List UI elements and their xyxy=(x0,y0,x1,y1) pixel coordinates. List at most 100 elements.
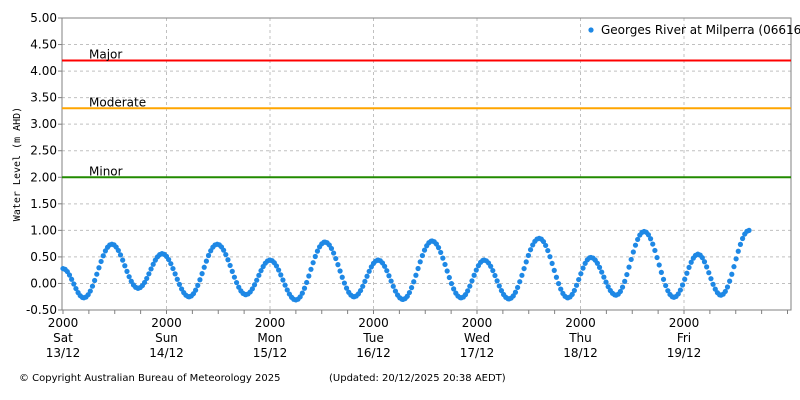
data-point xyxy=(280,277,286,283)
x-tick-day: Sun xyxy=(155,331,178,345)
x-tick-time: 2000 xyxy=(151,316,182,330)
data-point xyxy=(492,272,498,279)
y-tick-label: 3.50 xyxy=(30,91,57,105)
data-point xyxy=(176,281,183,287)
data-point xyxy=(490,267,496,274)
x-tick-day: Mon xyxy=(257,331,282,345)
data-point xyxy=(96,265,102,271)
data-point xyxy=(444,268,450,274)
data-point xyxy=(446,274,452,281)
data-point xyxy=(746,227,752,233)
data-point xyxy=(451,286,457,292)
data-point xyxy=(413,272,419,278)
x-tick-time: 2000 xyxy=(565,316,596,330)
data-point xyxy=(144,275,150,282)
data-point xyxy=(421,247,428,253)
data-point xyxy=(630,249,636,255)
data-point xyxy=(739,235,746,242)
data-point xyxy=(301,285,308,291)
data-point xyxy=(626,264,632,270)
data-point xyxy=(335,262,341,268)
y-tick-label: 3.00 xyxy=(30,117,57,131)
data-point xyxy=(225,257,231,263)
data-point xyxy=(628,256,634,263)
data-point xyxy=(494,278,500,284)
data-point xyxy=(254,277,260,283)
data-point xyxy=(710,281,716,287)
data-point xyxy=(273,263,280,269)
data-point xyxy=(596,264,603,270)
y-axis-label: Water Level (m AHD) xyxy=(12,107,23,221)
data-point xyxy=(571,287,577,294)
data-point xyxy=(227,262,233,269)
data-point xyxy=(645,232,652,238)
data-point xyxy=(339,274,345,280)
x-tick-date: 19/12 xyxy=(667,346,702,360)
data-point xyxy=(122,263,128,269)
data-point xyxy=(635,236,641,243)
data-point xyxy=(360,283,366,289)
y-tick-label: 5.00 xyxy=(30,11,57,25)
data-point xyxy=(688,259,694,265)
data-point xyxy=(172,271,178,277)
data-point xyxy=(66,272,73,278)
data-point xyxy=(406,289,413,296)
x-tick-time: 2000 xyxy=(669,316,700,330)
data-point xyxy=(580,265,586,271)
y-tick-label: 0.50 xyxy=(30,250,57,264)
data-point xyxy=(193,287,199,293)
copyright-text: © Copyright Australian Bureau of Meteoro… xyxy=(19,373,281,384)
threshold-label-minor: Minor xyxy=(89,164,123,178)
data-point xyxy=(677,287,684,293)
data-point xyxy=(231,274,238,280)
data-point xyxy=(100,253,106,259)
updated-text: (Updated: 20/12/2025 20:38 AEDT) xyxy=(329,373,506,384)
data-point xyxy=(512,289,519,295)
data-point xyxy=(708,276,714,282)
data-point xyxy=(442,261,448,268)
data-point xyxy=(573,282,580,288)
y-tick-label: -0.50 xyxy=(26,303,57,317)
y-tick-label: 4.50 xyxy=(30,38,57,52)
x-tick-time: 2000 xyxy=(255,316,286,330)
data-point xyxy=(386,273,392,279)
data-point xyxy=(69,276,75,282)
data-point xyxy=(731,264,737,270)
y-tick-label: 2.00 xyxy=(30,170,57,184)
data-point xyxy=(599,269,605,275)
data-point xyxy=(314,248,321,254)
data-point xyxy=(73,285,79,292)
data-point xyxy=(603,279,609,285)
data-point xyxy=(337,268,343,274)
y-tick-label: 4.00 xyxy=(30,64,57,78)
data-point xyxy=(498,288,505,294)
data-point xyxy=(438,249,444,256)
data-point xyxy=(699,255,705,261)
x-tick-day: Tue xyxy=(362,331,384,345)
data-point xyxy=(362,278,368,285)
data-point xyxy=(120,257,126,263)
data-point xyxy=(540,238,547,245)
data-point xyxy=(471,272,477,278)
threshold-label-moderate: Moderate xyxy=(89,95,146,109)
data-point xyxy=(256,272,262,278)
data-point xyxy=(223,251,229,258)
data-point xyxy=(622,278,628,284)
data-point xyxy=(515,284,521,291)
data-point xyxy=(98,258,104,265)
x-tick-date: 14/12 xyxy=(149,346,184,360)
data-point xyxy=(419,252,425,259)
data-point xyxy=(521,265,527,272)
data-point xyxy=(488,263,494,269)
data-point xyxy=(221,247,227,253)
data-point xyxy=(390,283,396,289)
plot-frame xyxy=(61,17,792,311)
y-tick-label: 1.00 xyxy=(30,223,57,237)
data-point xyxy=(619,284,626,290)
data-point xyxy=(341,280,347,286)
data-point xyxy=(684,270,690,276)
data-point xyxy=(551,267,557,273)
data-point xyxy=(553,274,560,280)
y-tick-label: 1.50 xyxy=(30,197,57,211)
